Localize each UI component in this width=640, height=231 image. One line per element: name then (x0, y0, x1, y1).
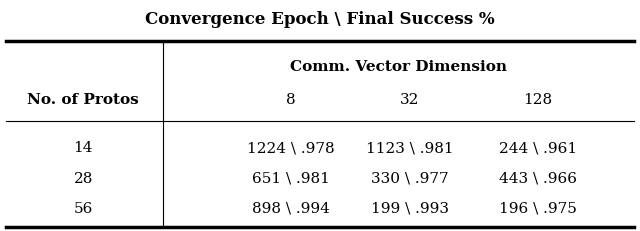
Text: 196 \ .975: 196 \ .975 (499, 201, 577, 215)
Text: 898 \ .994: 898 \ .994 (252, 201, 330, 215)
Text: 443 \ .966: 443 \ .966 (499, 171, 577, 185)
Text: Comm. Vector Dimension: Comm. Vector Dimension (290, 60, 507, 74)
Text: 651 \ .981: 651 \ .981 (252, 171, 330, 185)
Text: 32: 32 (400, 92, 419, 106)
Text: 8: 8 (286, 92, 296, 106)
Text: No. of Protos: No. of Protos (28, 92, 139, 106)
Text: 56: 56 (74, 201, 93, 215)
Text: Convergence Epoch \ Final Success %: Convergence Epoch \ Final Success % (145, 11, 495, 28)
Text: 330 \ .977: 330 \ .977 (371, 171, 449, 185)
Text: 1123 \ .981: 1123 \ .981 (366, 141, 453, 155)
Text: 244 \ .961: 244 \ .961 (499, 141, 577, 155)
Text: 128: 128 (523, 92, 552, 106)
Text: 1224 \ .978: 1224 \ .978 (248, 141, 335, 155)
Text: 28: 28 (74, 171, 93, 185)
Text: 199 \ .993: 199 \ .993 (371, 201, 449, 215)
Text: 14: 14 (74, 141, 93, 155)
